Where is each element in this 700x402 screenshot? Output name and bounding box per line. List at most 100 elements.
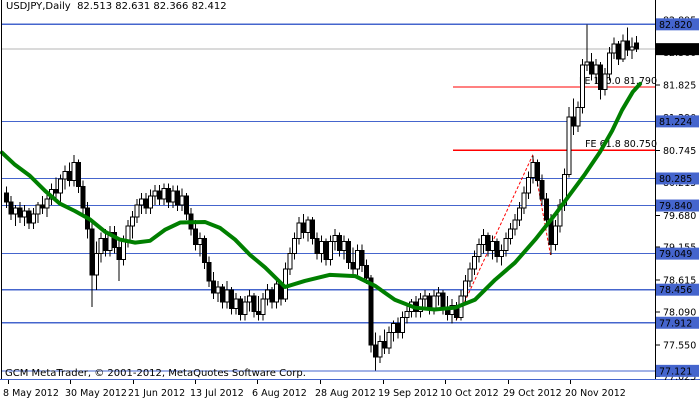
candle-body-up xyxy=(332,234,338,242)
candle-body-up xyxy=(179,195,185,206)
candle-body-down xyxy=(310,219,315,239)
price-tick-label: 78.090 xyxy=(663,307,696,318)
date-tick-label: 29 Oct 2012 xyxy=(503,388,562,399)
candle-body-up xyxy=(377,341,383,358)
candle-body-up xyxy=(274,283,279,303)
level-price-badge xyxy=(656,172,699,185)
candle-body-up xyxy=(530,161,536,179)
candle-body-down xyxy=(166,188,171,203)
candle-body-down xyxy=(53,189,59,194)
level-price-badge xyxy=(656,247,699,260)
candle-body-up xyxy=(580,64,585,109)
candle-body-down xyxy=(89,228,95,276)
candle-body-up xyxy=(341,240,347,252)
candle-body-up xyxy=(526,177,531,194)
candle-body-up xyxy=(305,219,311,233)
fib-level-label: FE 61.8 80.750 xyxy=(585,139,657,150)
date-tick-label: 21 Jun 2012 xyxy=(128,388,185,399)
candle-body-up xyxy=(512,219,518,230)
candle-body-up xyxy=(224,289,230,303)
level-price-badge-label: 81.224 xyxy=(659,117,692,128)
level-price-badge xyxy=(656,283,699,296)
level-price-badge xyxy=(656,115,699,128)
candle-body-up xyxy=(503,237,509,252)
candle-body-up xyxy=(35,204,41,215)
candle-body-up xyxy=(247,295,252,303)
candle-body-down xyxy=(229,289,234,309)
candle-body-up xyxy=(197,237,203,245)
candle-body-down xyxy=(211,280,216,294)
candle-body-down xyxy=(193,228,198,245)
candle-body-up xyxy=(287,253,293,270)
candle-body-up xyxy=(319,240,324,255)
candle-body-down xyxy=(494,240,500,258)
candle-body-down xyxy=(382,341,387,349)
candle-body-up xyxy=(139,198,144,206)
candle-body-up xyxy=(215,286,221,294)
candle-body-down xyxy=(616,43,621,60)
candle-body-up xyxy=(593,64,599,75)
candle-body-down xyxy=(589,61,594,75)
candle-body-up xyxy=(521,192,527,209)
candle-body-down xyxy=(539,180,545,200)
candle-body-up xyxy=(292,237,297,255)
candle-body-down xyxy=(571,116,576,127)
fib-level-label: FE 100.0 81.790 xyxy=(579,76,657,87)
candle-body-down xyxy=(206,262,212,282)
level-price-badge-label: 77.121 xyxy=(659,366,692,377)
candle-body-down xyxy=(598,64,603,90)
candle-body-up xyxy=(62,170,68,180)
candle-body-down xyxy=(4,192,9,203)
candle-body-up xyxy=(490,240,495,252)
candle-body-up xyxy=(94,253,99,276)
candle-body-up xyxy=(620,40,626,60)
candle-body-up xyxy=(260,298,266,315)
candle-body-down xyxy=(251,295,257,312)
candle-body-up xyxy=(463,280,468,297)
level-price-badge xyxy=(656,199,699,212)
candle-body-down xyxy=(238,298,243,315)
candle-body-up xyxy=(242,301,248,315)
date-tick-label: 28 Aug 2012 xyxy=(315,388,376,399)
candle-body-down xyxy=(8,201,14,215)
candle-body-down xyxy=(395,322,401,334)
level-price-badge xyxy=(656,18,699,31)
candle-body-down xyxy=(368,277,374,346)
candle-body-down xyxy=(427,295,432,309)
candle-body-up xyxy=(611,43,617,54)
candle-body-up xyxy=(148,195,153,209)
level-price-badge-label: 82.820 xyxy=(659,20,692,31)
candle-body-down xyxy=(625,40,630,51)
candle-body-down xyxy=(17,207,23,218)
candle-body-up xyxy=(170,190,176,203)
candle-body-down xyxy=(544,198,549,221)
candle-body-down xyxy=(116,246,122,261)
candle-body-up xyxy=(130,216,135,227)
level-price-badge-label: 78.456 xyxy=(659,285,692,296)
candle-body-up xyxy=(161,188,167,200)
candle-body-up xyxy=(436,292,441,297)
date-tick-label: 20 Nov 2012 xyxy=(565,388,626,399)
price-tick-label: 80.745 xyxy=(663,146,696,157)
candle-body-down xyxy=(314,237,320,255)
candle-body-up xyxy=(467,268,473,282)
candle-body-up xyxy=(134,204,140,218)
copyright-text: GCM MetaTrader, © 2001-2012, MetaQuotes … xyxy=(5,368,306,379)
candle-body-down xyxy=(634,42,639,50)
candle-body-up xyxy=(44,198,50,209)
price-tick-label: 78.615 xyxy=(663,276,696,287)
price-tick-label: 77.025 xyxy=(663,372,696,383)
candle-body-down xyxy=(269,289,275,303)
date-tick-label: 30 May 2012 xyxy=(65,388,127,399)
candle-body-up xyxy=(355,250,360,270)
candle-body-down xyxy=(184,195,189,215)
candle-body-down xyxy=(67,170,72,182)
candle-body-up xyxy=(404,310,410,318)
candle-body-down xyxy=(26,210,32,224)
candle-body-up xyxy=(476,243,482,258)
candle-body-up xyxy=(121,240,126,261)
candle-body-up xyxy=(566,116,572,176)
candle-body-down xyxy=(76,161,81,188)
candle-body-down xyxy=(202,237,207,264)
